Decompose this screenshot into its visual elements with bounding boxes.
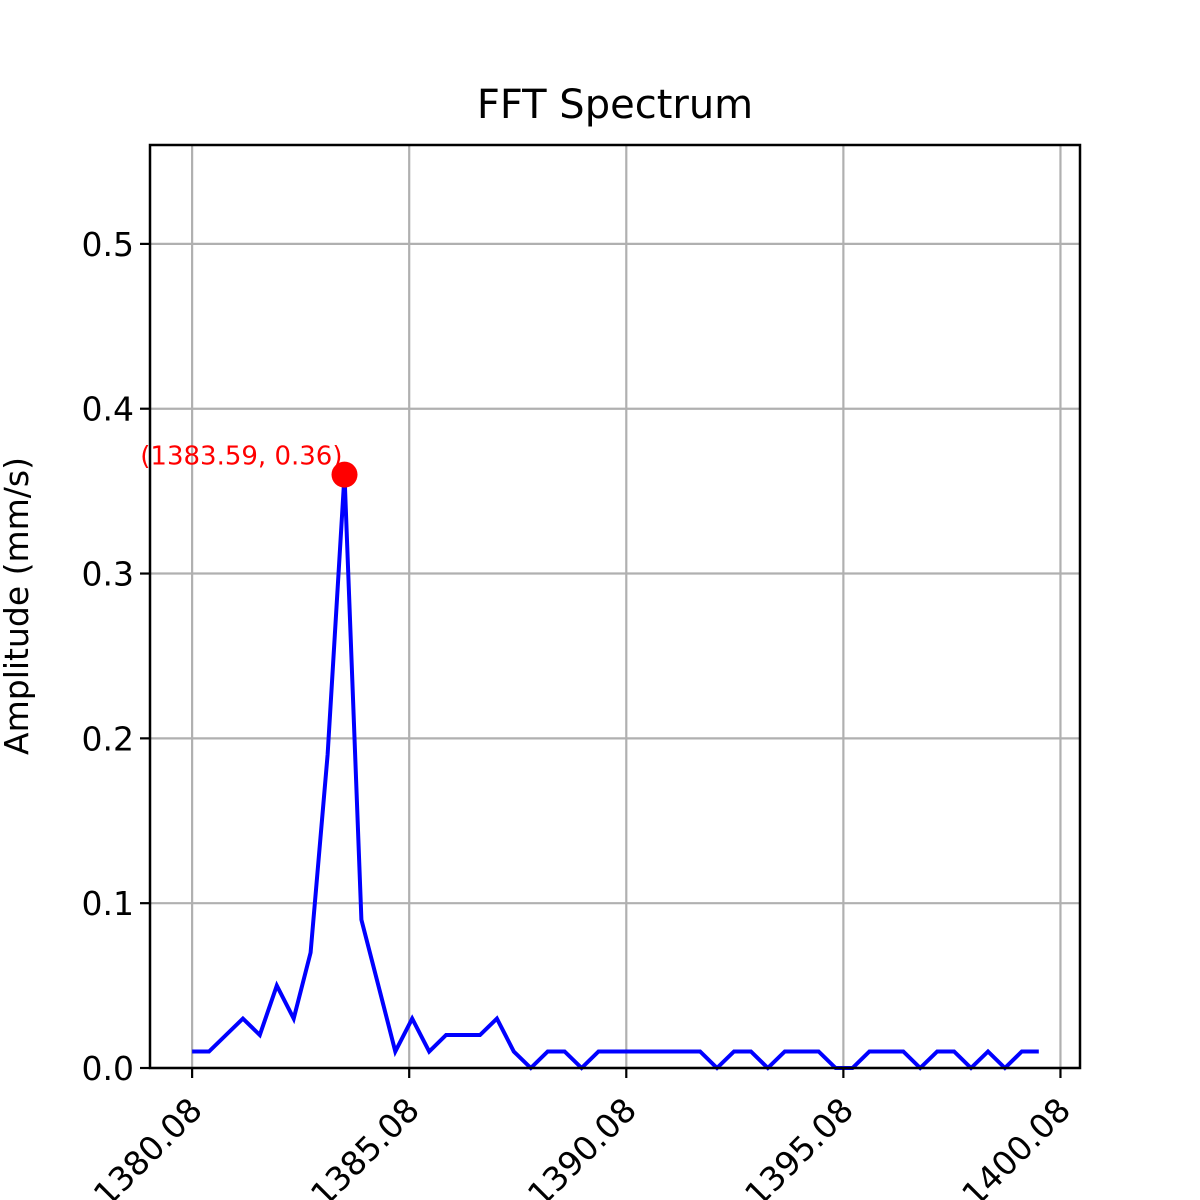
y-tick-label: 0.1 [82,884,134,923]
y-tick-label: 0.5 [82,225,134,264]
peak-label: (1383.59, 0.36) [140,442,342,472]
y-axis-label: Amplitude (mm/s) [0,457,36,755]
y-tick-label: 0.0 [82,1049,134,1088]
plot-frame [148,143,1082,1070]
y-tick-label: 0.2 [82,719,134,758]
peak-marker [331,461,358,488]
chart-title: FFT Spectrum [477,82,753,128]
y-tick-label: 0.3 [82,555,134,594]
annotation-layer: (1383.59, 0.36) [140,442,358,488]
series-layer [192,474,1039,1071]
y-tick-label: 0.4 [82,390,134,429]
spectrum-line [192,474,1039,1071]
